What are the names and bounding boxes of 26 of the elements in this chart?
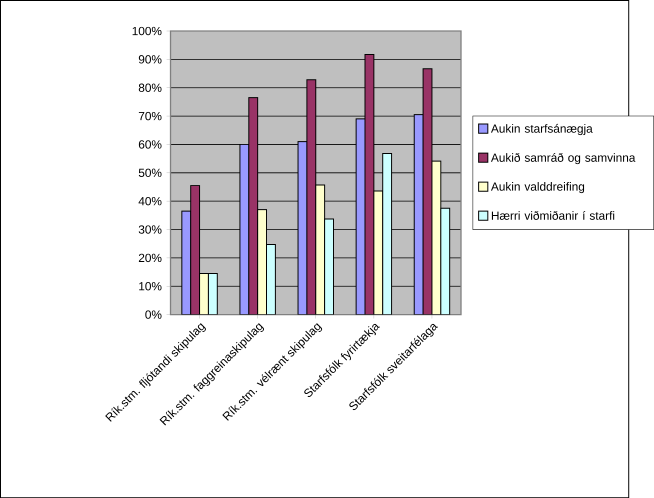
bar xyxy=(306,79,316,314)
legend-label: Hærri viðmiðanir í starfi xyxy=(492,210,614,220)
y-tick-label: 60% xyxy=(138,140,162,149)
y-tick-label: 20% xyxy=(138,254,162,262)
y-tick-label: 40% xyxy=(138,196,162,206)
y-tick-label: 0% xyxy=(145,310,162,319)
y-tick-label: 30% xyxy=(138,225,162,234)
bar xyxy=(356,118,366,314)
y-tick-label: 50% xyxy=(138,168,162,177)
bar xyxy=(422,68,432,314)
bar xyxy=(190,184,200,314)
bar xyxy=(364,54,374,314)
bar xyxy=(239,144,250,314)
y-tick-label: 10% xyxy=(139,282,162,290)
legend-label: Aukin starfsánægja xyxy=(490,124,593,135)
legend-label: Aukin valddreifing xyxy=(490,182,584,193)
y-tick-label: 100% xyxy=(132,26,162,36)
bar xyxy=(431,160,442,314)
bar xyxy=(257,209,268,314)
y-tick-label: 90% xyxy=(138,55,162,64)
y-tick-label: 70% xyxy=(138,112,162,120)
y-tick-label: 80% xyxy=(138,83,162,92)
bar xyxy=(298,141,308,314)
bar xyxy=(382,152,392,314)
legend-label: Aukið samráð og samvinna xyxy=(490,152,636,164)
bar xyxy=(414,114,424,314)
